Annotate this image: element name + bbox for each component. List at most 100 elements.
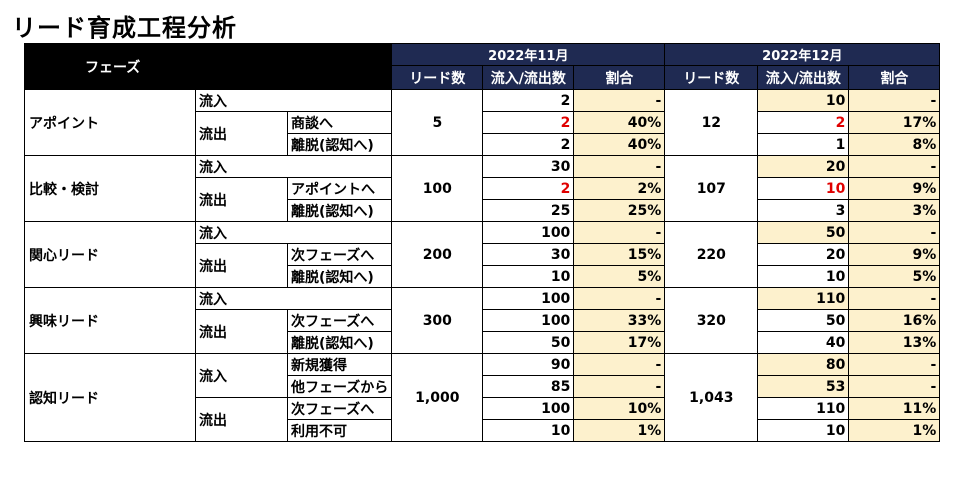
flow-count: 110 <box>757 287 850 310</box>
flow-count: 40 <box>757 331 850 354</box>
flow-count: 20 <box>757 243 850 266</box>
outflow-label: 流出 <box>195 243 288 288</box>
ratio: 15% <box>573 243 666 266</box>
phase-label: 認知リード <box>24 353 196 442</box>
flow-count: 10 <box>482 265 575 288</box>
outflow-label: 流出 <box>195 177 288 222</box>
col-flow-count-dec: 流入/流出数 <box>757 65 850 90</box>
col-lead-count-dec: リード数 <box>664 65 759 90</box>
ratio: - <box>573 221 666 244</box>
lead-count: 1,000 <box>391 353 484 442</box>
phase-label: 関心リード <box>24 221 196 288</box>
flow-count: 2 <box>757 111 850 134</box>
sub-label: 離脱(認知へ) <box>286 265 393 288</box>
flow-count: 25 <box>482 199 575 222</box>
ratio: 11% <box>848 397 941 420</box>
sub-label: 利用不可 <box>286 419 393 442</box>
col-ratio-dec: 割合 <box>848 65 941 90</box>
lead-count: 5 <box>391 89 484 156</box>
table-row: 流出 次フェーズへ 30 15% 20 9% <box>25 243 941 288</box>
ratio: 1% <box>573 419 666 442</box>
flow-count: 50 <box>757 309 850 332</box>
flow-count: 10 <box>757 265 850 288</box>
ratio: 3% <box>848 199 941 222</box>
month-header-dec: 2022年12月 <box>664 43 941 66</box>
flow-count: 10 <box>757 419 850 442</box>
inflow-label: 流入 <box>194 89 393 112</box>
flow-count: 30 <box>482 155 575 178</box>
ratio: - <box>573 89 666 112</box>
flow-count: 50 <box>482 331 575 354</box>
phase-label: 比較・検討 <box>24 155 196 222</box>
outflow-label: 流出 <box>195 111 288 156</box>
lead-analysis-table: フェーズ 2022年11月 2022年12月 リード数 流入/流出数 割合 リー… <box>23 43 941 442</box>
ratio: - <box>848 89 941 112</box>
flow-count: 30 <box>482 243 575 266</box>
ratio: 5% <box>848 265 941 288</box>
inflow-label: 流入 <box>194 155 393 178</box>
ratio: 9% <box>848 243 941 266</box>
col-ratio-nov: 割合 <box>573 65 666 90</box>
inflow-label: 流入 <box>195 353 288 398</box>
flow-count: 100 <box>482 221 575 244</box>
ratio: - <box>848 375 941 398</box>
ratio: 33% <box>573 309 666 332</box>
flow-count: 85 <box>482 375 575 398</box>
flow-count: 10 <box>757 177 850 200</box>
flow-count: 100 <box>482 309 575 332</box>
table-row: 比較・検討 流入 100 30 - 107 20 - <box>24 155 941 222</box>
lead-count: 200 <box>391 221 484 288</box>
ratio: 2% <box>573 177 666 200</box>
inflow-label: 流入 <box>194 287 393 310</box>
lead-count: 320 <box>664 287 759 354</box>
ratio: 17% <box>573 331 666 354</box>
table-row: 利用不可 10 1% 10 1% <box>25 419 941 442</box>
sub-label: 次フェーズへ <box>286 243 393 266</box>
flow-count: 50 <box>757 221 850 244</box>
flow-count: 110 <box>757 397 850 420</box>
lead-count: 107 <box>664 155 759 222</box>
outflow-label: 流出 <box>195 309 288 354</box>
sub-label: 離脱(認知へ) <box>286 331 393 354</box>
sub-label: 商談へ <box>286 111 393 134</box>
ratio: 10% <box>573 397 666 420</box>
sub-label: 離脱(認知へ) <box>286 199 393 222</box>
phase-label: 興味リード <box>24 287 196 354</box>
flow-count: 20 <box>757 155 850 178</box>
ratio: 16% <box>848 309 941 332</box>
inflow-label: 流入 <box>194 221 393 244</box>
sub-label: 離脱(認知へ) <box>286 133 393 156</box>
table-row: 関心リード 流入 200 100 - 220 50 - <box>24 221 941 288</box>
table-row: 流出 アポイントへ 2 2% 10 9% <box>25 177 941 222</box>
flow-count: 2 <box>482 89 575 112</box>
sub-label: 新規獲得 <box>286 353 393 376</box>
ratio: - <box>848 287 941 310</box>
table-row: 興味リード 流入 300 100 - 320 110 - <box>24 287 941 354</box>
col-lead-count-nov: リード数 <box>391 65 484 90</box>
ratio: - <box>573 155 666 178</box>
ratio: - <box>573 287 666 310</box>
sub-label: 他フェーズから <box>286 375 393 398</box>
table-row: 離脱(認知へ) 25 25% 3 3% <box>25 199 941 222</box>
table-row: アポイント 流入 5 2 - 12 10 - <box>24 89 941 156</box>
ratio: - <box>573 353 666 376</box>
flow-count: 10 <box>482 419 575 442</box>
outflow-label: 流出 <box>195 397 288 442</box>
flow-count: 2 <box>482 177 575 200</box>
sub-label: アポイントへ <box>286 177 393 200</box>
ratio: 9% <box>848 177 941 200</box>
ratio: - <box>573 375 666 398</box>
phase-label: アポイント <box>24 89 196 156</box>
table-row: 流出 商談へ 2 40% 2 17% <box>25 111 941 156</box>
flow-count: 2 <box>482 111 575 134</box>
flow-count: 53 <box>757 375 850 398</box>
ratio: 1% <box>848 419 941 442</box>
ratio: 8% <box>848 133 941 156</box>
sub-label: 次フェーズへ <box>286 309 393 332</box>
ratio: 40% <box>573 133 666 156</box>
page-title: リード育成工程分析 <box>12 14 237 42</box>
ratio: 25% <box>573 199 666 222</box>
ratio: 13% <box>848 331 941 354</box>
table-row: 他フェーズから 85 - 53 - <box>25 375 941 398</box>
col-flow-count-nov: 流入/流出数 <box>482 65 575 90</box>
